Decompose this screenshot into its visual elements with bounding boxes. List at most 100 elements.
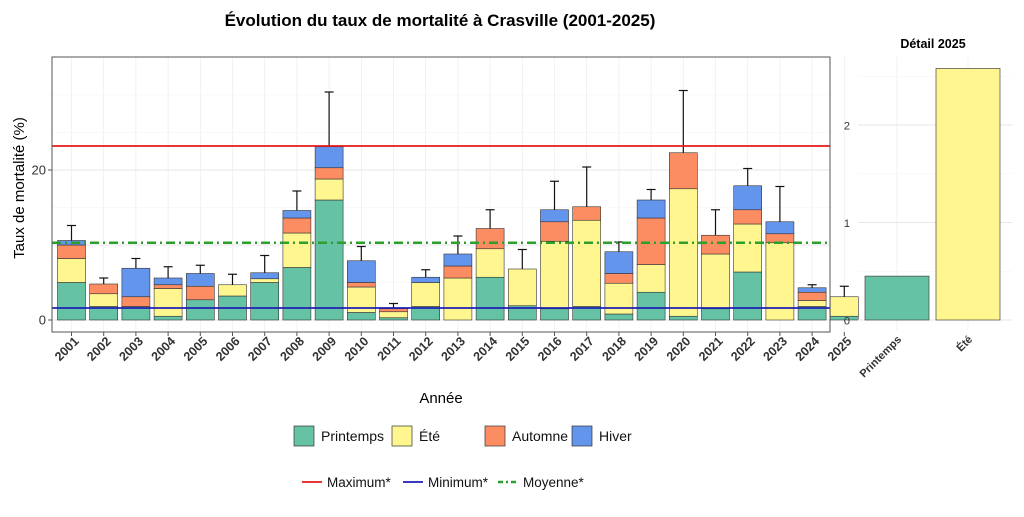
bar-segment: [540, 308, 569, 321]
bar-segment: [443, 253, 473, 267]
bar-segment: [282, 267, 312, 321]
bar-segment: [475, 228, 505, 250]
bar-segment: [604, 313, 634, 321]
bar-segment: [57, 282, 86, 321]
legend-swatch: [571, 425, 593, 447]
bar-segment: [636, 291, 666, 321]
legend-swatch: [484, 425, 506, 447]
legend-swatch: [391, 425, 413, 447]
bar-segment: [250, 282, 279, 321]
x-tick-label: 2025: [825, 334, 855, 364]
bar-segment: [733, 271, 763, 321]
legend-label: Automne: [512, 428, 568, 444]
x-tick-label: 2020: [664, 334, 694, 364]
bar-segment: [701, 253, 730, 310]
x-tick-label: 2013: [438, 334, 468, 364]
x-tick-label: 2016: [535, 334, 565, 364]
bar-segment: [379, 311, 408, 319]
x-tick-label: 2021: [696, 334, 726, 364]
y-axis-label: Taux de mortalité (%): [11, 117, 28, 259]
bar-segment: [153, 277, 183, 286]
bar-segment: [733, 223, 763, 273]
x-tick-label: 2003: [116, 334, 146, 364]
bar-segment: [443, 265, 473, 279]
bar-segment: [314, 167, 344, 180]
legend-swatch: [293, 425, 315, 447]
x-tick-label: 2017: [567, 334, 597, 364]
x-tick-label: 2010: [342, 334, 372, 364]
bar-segment: [411, 276, 441, 283]
detail-y-tick-label: 1: [844, 218, 850, 230]
legend-label: Moyenne*: [523, 475, 585, 490]
bar-segment: [668, 315, 698, 321]
bar-segment: [379, 317, 408, 321]
x-tick-label: 2002: [84, 334, 114, 364]
x-axis-label: Année: [419, 390, 462, 407]
legend-label: Minimum*: [428, 475, 489, 490]
bar-segment: [668, 152, 698, 190]
bar-segment: [250, 272, 279, 280]
bar-segment: [797, 300, 827, 307]
bar-segment: [186, 273, 215, 287]
bar-segment: [701, 234, 730, 255]
detail-x-tick-label: Été: [954, 333, 975, 354]
bar-segment: [314, 199, 344, 321]
bar-segment: [153, 288, 183, 317]
bar-segment: [411, 282, 441, 307]
legend-reference-lines: Maximum* Minimum* Moyenne*: [302, 475, 585, 490]
bar-segment: [733, 209, 763, 225]
legend-label: Printemps: [321, 428, 384, 444]
x-tick-label: 2012: [406, 334, 436, 364]
x-tick-label: 2023: [760, 334, 790, 364]
bar-segment: [540, 209, 569, 223]
bar-segment: [346, 312, 376, 321]
bar-segment: [540, 221, 569, 242]
bar-segment: [282, 217, 312, 234]
bar-segment: [314, 146, 344, 169]
bar-segment: [572, 206, 602, 221]
bar-segment: [475, 276, 505, 321]
bar-segment: [443, 277, 473, 321]
x-tick-label: 2015: [503, 334, 533, 364]
x-tick-label: 2024: [793, 334, 823, 364]
bar-segment: [604, 251, 634, 274]
bar-segment: [89, 293, 118, 307]
detail-bar: [864, 275, 930, 321]
bar-segment: [282, 210, 312, 219]
x-tick-label: 2019: [632, 334, 662, 364]
bar-segment: [701, 308, 730, 321]
bar-segment: [636, 199, 666, 219]
bar-segment: [57, 244, 86, 259]
bar-segment: [250, 278, 279, 283]
x-tick-label: 2008: [277, 334, 307, 364]
x-tick-label: 2022: [728, 334, 758, 364]
x-tick-label: 2014: [471, 334, 501, 364]
bar-segment: [765, 221, 795, 235]
bar-segment: [57, 258, 86, 283]
bar-segment: [153, 284, 183, 289]
bar-segment: [636, 264, 666, 293]
bar-segment: [346, 260, 376, 283]
bar-segment: [733, 185, 763, 211]
bar-segment: [765, 233, 795, 244]
chart-title: Évolution du taux de mortalité à Crasvil…: [225, 11, 656, 30]
detail-y-tick-label: 2: [844, 121, 850, 133]
detail-x-tick-label: Printemps: [858, 334, 905, 381]
bar-segment: [797, 287, 827, 293]
bar-segment: [346, 282, 376, 288]
x-tick-label: 2001: [52, 334, 82, 364]
reference-lines: [52, 145, 830, 309]
bar-segment: [572, 219, 602, 307]
x-tick-label: 2006: [213, 334, 243, 364]
bar-segment: [507, 268, 537, 307]
detail-bar: [935, 68, 1001, 321]
x-tick-label: 2009: [310, 334, 340, 364]
bar-segment: [121, 296, 151, 307]
legend-label: Hiver: [599, 428, 632, 444]
bar-segment: [89, 283, 118, 295]
y-tick-label: 0: [39, 313, 46, 328]
x-tick-label: 2005: [181, 334, 211, 364]
bar-segment: [636, 217, 666, 265]
bar-segment: [282, 232, 312, 268]
